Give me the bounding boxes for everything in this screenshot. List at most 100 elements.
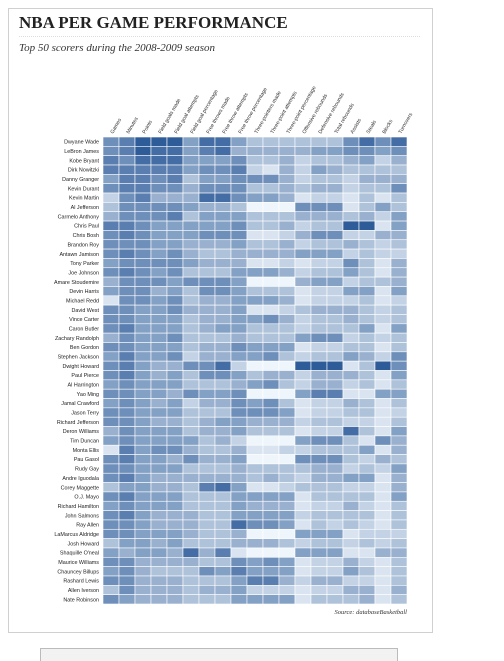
heat-cell bbox=[198, 435, 216, 446]
heat-cell bbox=[102, 286, 120, 297]
row-label: Chris Paul bbox=[74, 224, 99, 230]
heat-cell bbox=[134, 388, 152, 399]
heat-cell bbox=[230, 426, 248, 437]
heat-cell bbox=[310, 183, 328, 194]
heat-cell bbox=[230, 239, 248, 250]
heat-cell bbox=[278, 500, 296, 511]
heat-cell bbox=[294, 566, 312, 577]
heat-cell bbox=[310, 174, 328, 185]
heat-cell bbox=[358, 155, 376, 166]
heat-cell bbox=[118, 388, 136, 399]
heat-cell bbox=[342, 388, 360, 399]
heat-cell bbox=[390, 332, 408, 343]
heat-cell bbox=[150, 286, 168, 297]
heat-cell bbox=[230, 379, 248, 390]
heat-cell bbox=[166, 500, 184, 511]
heat-cell bbox=[182, 192, 200, 203]
heat-cell bbox=[374, 398, 392, 409]
heat-cell bbox=[358, 575, 376, 586]
heat-cell bbox=[390, 556, 408, 567]
heat-cell bbox=[246, 286, 264, 297]
heat-cell bbox=[166, 444, 184, 455]
row-label: Paul Pierce bbox=[71, 373, 99, 379]
heat-cell bbox=[150, 258, 168, 269]
heat-cell bbox=[118, 164, 136, 175]
heat-cell bbox=[358, 332, 376, 343]
heat-cell bbox=[310, 426, 328, 437]
heat-cell bbox=[214, 594, 232, 605]
heat-cell bbox=[198, 472, 216, 483]
heat-cell bbox=[278, 202, 296, 213]
heat-cell bbox=[118, 426, 136, 437]
heat-cell bbox=[374, 239, 392, 250]
heat-cell bbox=[102, 556, 120, 567]
heat-cell bbox=[102, 202, 120, 213]
heat-cell bbox=[294, 556, 312, 567]
heat-cell bbox=[310, 314, 328, 325]
heat-cell bbox=[278, 332, 296, 343]
heat-cell bbox=[166, 323, 184, 334]
heat-cell bbox=[134, 472, 152, 483]
heat-cell bbox=[150, 314, 168, 325]
heat-cell bbox=[310, 192, 328, 203]
row-label: Josh Howard bbox=[68, 541, 99, 547]
heat-cell bbox=[230, 351, 248, 362]
heat-cell bbox=[150, 500, 168, 511]
heat-cell bbox=[118, 351, 136, 362]
heat-cell bbox=[182, 556, 200, 567]
heat-cell bbox=[246, 183, 264, 194]
heat-cell bbox=[262, 444, 280, 455]
heat-cell bbox=[150, 463, 168, 474]
heat-cell bbox=[374, 276, 392, 287]
heat-cell bbox=[230, 575, 248, 586]
heat-cell bbox=[246, 463, 264, 474]
heat-cell bbox=[150, 556, 168, 567]
heat-cell bbox=[262, 304, 280, 315]
heat-cell bbox=[214, 239, 232, 250]
heat-cell bbox=[214, 426, 232, 437]
heat-cell bbox=[150, 491, 168, 502]
heat-cell bbox=[230, 538, 248, 549]
heat-cell bbox=[166, 164, 184, 175]
heat-cell bbox=[374, 566, 392, 577]
row-label: Richard Jefferson bbox=[57, 420, 99, 426]
heat-cell bbox=[150, 304, 168, 315]
heat-cell bbox=[262, 295, 280, 306]
heat-cell bbox=[166, 426, 184, 437]
heat-cell bbox=[294, 323, 312, 334]
heat-cell bbox=[150, 379, 168, 390]
heat-cell bbox=[230, 258, 248, 269]
heat-cell bbox=[294, 398, 312, 409]
heat-cell bbox=[134, 491, 152, 502]
heat-cell bbox=[230, 136, 248, 147]
heat-cell bbox=[310, 454, 328, 465]
heat-cell bbox=[342, 594, 360, 605]
heat-cell bbox=[118, 304, 136, 315]
heat-cell bbox=[358, 463, 376, 474]
heat-cell bbox=[166, 556, 184, 567]
heat-cell bbox=[182, 211, 200, 222]
heat-cell bbox=[102, 258, 120, 269]
heat-cell bbox=[358, 388, 376, 399]
heat-cell bbox=[294, 286, 312, 297]
heat-cell bbox=[310, 351, 328, 362]
heat-cell bbox=[214, 435, 232, 446]
heat-cell bbox=[134, 528, 152, 539]
heat-cell bbox=[102, 416, 120, 427]
row-label: Kevin Martin bbox=[69, 196, 99, 202]
heat-cell bbox=[262, 528, 280, 539]
heat-cell bbox=[150, 211, 168, 222]
heat-cell bbox=[198, 323, 216, 334]
row-label: Shaquille O'neal bbox=[60, 551, 99, 557]
heat-cell bbox=[374, 267, 392, 278]
heat-cell bbox=[390, 211, 408, 222]
heat-cell bbox=[294, 239, 312, 250]
heat-cell bbox=[214, 332, 232, 343]
heat-cell bbox=[342, 426, 360, 437]
heat-cell bbox=[310, 491, 328, 502]
heat-cell bbox=[262, 351, 280, 362]
heat-cell bbox=[118, 500, 136, 511]
heat-cell bbox=[342, 239, 360, 250]
heat-cell bbox=[102, 454, 120, 465]
heat-cell bbox=[198, 146, 216, 156]
